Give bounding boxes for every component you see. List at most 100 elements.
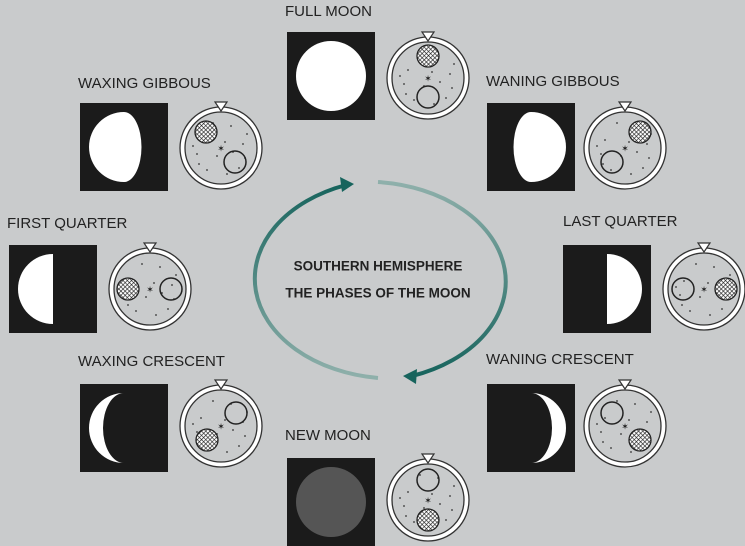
star-dot	[634, 403, 636, 405]
star-dot	[596, 423, 598, 425]
star-dot	[604, 139, 606, 141]
moon-disc	[417, 509, 439, 531]
star-dot	[451, 509, 453, 511]
star-dot	[135, 310, 137, 312]
star-dot	[721, 308, 723, 310]
star-dot	[616, 122, 618, 124]
star-dot	[679, 294, 681, 296]
star-dot	[226, 173, 228, 175]
star-dot	[413, 99, 415, 101]
star-dot	[242, 143, 244, 145]
star-dot	[196, 431, 198, 433]
star-dot	[196, 153, 198, 155]
star-dot	[709, 314, 711, 316]
phase-label: FULL MOON	[285, 3, 372, 20]
star-dot	[405, 515, 407, 517]
star-dot	[610, 447, 612, 449]
moon-phase: NEW MOON✶	[285, 427, 469, 546]
star-dot	[449, 73, 451, 75]
star-dot	[642, 167, 644, 169]
star: ✶	[217, 421, 225, 431]
phase-label: NEW MOON	[285, 427, 371, 444]
star-dot	[600, 431, 602, 433]
star-dot	[238, 445, 240, 447]
moon-phase: WANING CRESCENT ✶	[486, 351, 666, 472]
star-dot	[439, 503, 441, 505]
star-dot	[451, 87, 453, 89]
moon-phase: FULL MOON ✶	[285, 3, 469, 120]
star-dot	[681, 304, 683, 306]
star-dot	[212, 400, 214, 402]
star-dot	[620, 433, 622, 435]
star-dot	[399, 497, 401, 499]
star-dot	[127, 304, 129, 306]
star-dot	[648, 157, 650, 159]
star-dot	[171, 284, 173, 286]
phase-label: WAXING GIBBOUS	[78, 75, 211, 92]
star-dot	[403, 505, 405, 507]
star-dot	[407, 69, 409, 71]
star-dot	[445, 97, 447, 99]
star-dot	[616, 400, 618, 402]
star-dot	[683, 280, 685, 282]
moon	[296, 467, 366, 537]
star-dot	[407, 491, 409, 493]
star-dot	[232, 429, 234, 431]
star-dot	[602, 163, 604, 165]
star-dot	[695, 263, 697, 265]
star-dot	[399, 75, 401, 77]
moon	[296, 41, 366, 111]
star-dot	[167, 308, 169, 310]
star-dot	[604, 417, 606, 419]
star-dot	[246, 133, 248, 135]
star-dot	[630, 173, 632, 175]
star: ✶	[217, 143, 225, 153]
star-dot	[238, 167, 240, 169]
phase-label: WAXING CRESCENT	[78, 353, 225, 370]
star-dot	[405, 93, 407, 95]
star-dot	[192, 145, 194, 147]
moon-phase: WAXING CRESCENT ✶	[78, 353, 262, 472]
moon-phase: WANING GIBBOUS✶	[486, 73, 666, 191]
star-dot	[439, 81, 441, 83]
star-dot	[403, 83, 405, 85]
star-dot	[689, 310, 691, 312]
phase-label: FIRST QUARTER	[7, 215, 127, 232]
moon-disc	[629, 121, 651, 143]
star-dot	[206, 169, 208, 171]
star-dot	[155, 314, 157, 316]
star-dot	[713, 266, 715, 268]
star-dot	[729, 274, 731, 276]
star-dot	[445, 519, 447, 521]
star-dot	[636, 151, 638, 153]
star: ✶	[621, 421, 629, 431]
moon-disc	[195, 121, 217, 143]
star-dot	[159, 266, 161, 268]
star-dot	[646, 143, 648, 145]
star-dot	[230, 125, 232, 127]
moon-disc	[196, 429, 218, 451]
star-dot	[699, 296, 701, 298]
star-dot	[198, 163, 200, 165]
star-dot	[449, 495, 451, 497]
phases-diagram: SOUTHERN HEMISPHERE THE PHASES OF THE MO…	[0, 0, 745, 546]
moon-phase: WAXING GIBBOUS ✶	[78, 75, 262, 191]
star-dot	[453, 485, 455, 487]
star-dot	[600, 153, 602, 155]
star-dot	[646, 421, 648, 423]
moon-phase: LAST QUARTER✶	[563, 213, 745, 333]
moon-disc	[117, 278, 139, 300]
star-dot	[145, 296, 147, 298]
star-dot	[596, 145, 598, 147]
title-line: THE PHASES OF THE MOON	[285, 286, 470, 301]
star-dot	[244, 435, 246, 437]
cycle-arrows	[255, 177, 506, 384]
title-line: SOUTHERN HEMISPHERE	[294, 259, 463, 274]
moon-disc	[417, 45, 439, 67]
star-dot	[675, 286, 677, 288]
phase-label: WANING CRESCENT	[486, 351, 634, 368]
star-dot	[141, 263, 143, 265]
star-dot	[423, 507, 425, 509]
phase-label: LAST QUARTER	[563, 213, 678, 230]
star: ✶	[424, 73, 432, 83]
